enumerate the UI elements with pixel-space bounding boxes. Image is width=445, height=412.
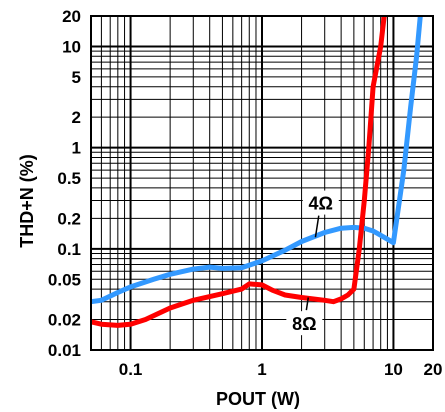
y-tick-label: 1 — [72, 139, 81, 158]
y-tick-label: 0.01 — [48, 341, 81, 360]
x-tick-labels: 0.1 1 10 20 — [119, 360, 443, 379]
x-tick-label: 10 — [384, 360, 403, 379]
x-tick-label: 20 — [424, 360, 443, 379]
annotation-leader-line — [314, 215, 320, 238]
y-tick-label: 20 — [62, 7, 81, 26]
y-axis-title: THD+N (%) — [17, 154, 37, 248]
y-tick-label: 5 — [72, 68, 81, 87]
plot-frame — [90, 15, 434, 351]
x-tick-label: 0.1 — [119, 360, 143, 379]
y-tick-label: 0.05 — [48, 270, 81, 289]
y-tick-labels: 0.01 0.02 0.05 0.1 0.2 0.5 1 2 5 10 20 — [48, 7, 81, 360]
annotation-leader-line — [305, 297, 310, 311]
y-tick-label: 0.2 — [57, 209, 81, 228]
annotation-background — [302, 190, 339, 215]
series-line-4ohm — [91, 16, 423, 305]
data-series — [91, 16, 423, 328]
y-tick-label: 10 — [62, 37, 81, 56]
annotation-background — [286, 311, 323, 336]
series-label-4ohm: 4Ω — [309, 194, 333, 214]
y-tick-label: 0.02 — [48, 311, 81, 330]
series-line-8ohm — [91, 16, 387, 328]
x-tick-label: 1 — [257, 360, 266, 379]
y-tick-label: 2 — [72, 108, 81, 127]
series-label-8ohm: 8Ω — [292, 314, 316, 334]
y-tick-label: 0.1 — [57, 240, 81, 259]
series-annotations: 4Ω 8Ω — [286, 190, 339, 336]
y-tick-label: 0.5 — [57, 169, 81, 188]
x-axis-title: POUT (W) — [216, 389, 300, 409]
grid-lines — [90, 15, 434, 351]
